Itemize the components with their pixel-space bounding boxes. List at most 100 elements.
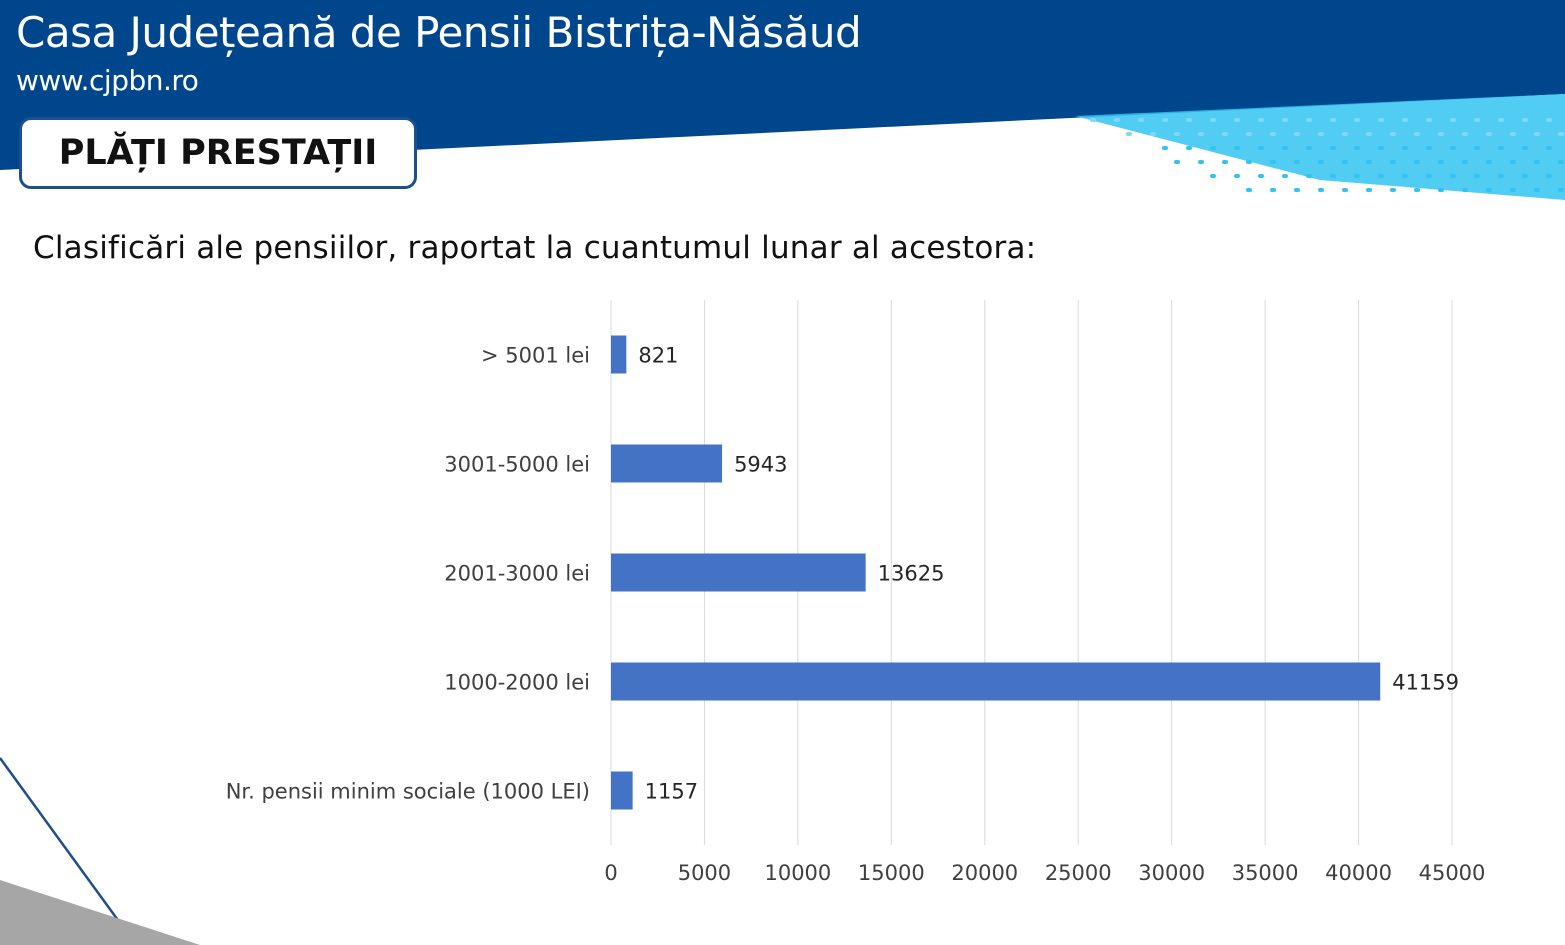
decorative-dot [1246, 188, 1252, 192]
decorative-dot [1474, 146, 1480, 150]
bar [611, 553, 866, 592]
decorative-dot [1258, 146, 1264, 150]
decorative-dot [1522, 174, 1528, 178]
decorative-dot [1114, 118, 1120, 122]
x-tick-label: 10000 [764, 861, 831, 885]
website-link[interactable]: www.cjpbn.ro [16, 64, 199, 97]
bar [611, 444, 723, 483]
decorative-dot [1534, 132, 1540, 136]
decorative-dot [1546, 146, 1552, 150]
decorative-dot-pattern [1090, 118, 1564, 192]
decorative-dot [1282, 118, 1288, 122]
decorative-dot [1402, 118, 1408, 122]
decorative-dot [1138, 118, 1144, 122]
decorative-dot [1162, 118, 1168, 122]
decorative-dot [1282, 146, 1288, 150]
decorative-dot [1246, 132, 1252, 136]
decorative-dot [1558, 160, 1564, 164]
y-category-label: 1000-2000 lei [444, 671, 590, 695]
decorative-dot [1522, 118, 1528, 122]
decorative-dot [1162, 146, 1168, 150]
bar-data-label: 5943 [734, 453, 787, 477]
decorative-dot [1486, 160, 1492, 164]
decorative-dot [1318, 132, 1324, 136]
decorative-dot [1306, 174, 1312, 178]
decorative-dot [1234, 146, 1240, 150]
decorative-dot [1474, 118, 1480, 122]
chart-labels: 0 5000 10000 15000 20000 25000 30000 35000 40000… [226, 344, 1486, 886]
x-tick-label: 45000 [1419, 861, 1486, 885]
decorative-dot [1426, 146, 1432, 150]
decorative-dot [1450, 118, 1456, 122]
decorative-dot [1366, 188, 1372, 192]
decorative-dot [1318, 188, 1324, 192]
header-accent-cyan [1075, 94, 1565, 200]
decorative-dot [1342, 132, 1348, 136]
decorative-dot [1258, 118, 1264, 122]
bar [611, 662, 1381, 701]
decorative-dot [1414, 160, 1420, 164]
x-tick-label: 30000 [1138, 861, 1205, 885]
decorative-dot [1234, 174, 1240, 178]
decorative-dot [1306, 146, 1312, 150]
decorative-dot [1318, 160, 1324, 164]
decorative-dot [1174, 132, 1180, 136]
decorative-dot [1330, 174, 1336, 178]
y-category-label: Nr. pensii minim sociale (1000 LEI) [226, 780, 590, 804]
decorative-dot [1390, 132, 1396, 136]
x-tick-label: 20000 [951, 861, 1018, 885]
decorative-dot [1510, 160, 1516, 164]
decorative-dot [1354, 118, 1360, 122]
decorative-dot [1426, 118, 1432, 122]
decorative-dot [1198, 160, 1204, 164]
decorative-dot [1186, 146, 1192, 150]
decorative-dot [1270, 188, 1276, 192]
section-badge-label: PLĂȚI PRESTAȚII [58, 133, 378, 173]
bar-data-label: 821 [638, 344, 678, 368]
bar [611, 335, 627, 374]
decorative-dot [1294, 160, 1300, 164]
chart-gridlines [610, 300, 1453, 845]
x-tick-label: 0 [604, 861, 617, 885]
decorative-dot [1462, 160, 1468, 164]
decorative-dot [1330, 118, 1336, 122]
decorative-dot [1510, 188, 1516, 192]
y-category-label: 3001-5000 lei [444, 453, 590, 477]
section-badge: PLĂȚI PRESTAȚII [19, 117, 417, 189]
decorative-dot [1450, 174, 1456, 178]
decorative-dot [1414, 132, 1420, 136]
slide-subtitle: Clasificări ale pensiilor, raportat la c… [33, 230, 1037, 266]
decorative-dot [1558, 132, 1564, 136]
decorative-dot [1486, 188, 1492, 192]
x-tick-label: 15000 [858, 861, 925, 885]
decorative-dot [1222, 160, 1228, 164]
decorative-dot [1438, 132, 1444, 136]
decorative-dot [1450, 146, 1456, 150]
bar-data-label: 41159 [1392, 671, 1459, 695]
bar [611, 771, 633, 810]
decorative-dot [1366, 160, 1372, 164]
bar-data-label: 13625 [878, 562, 945, 586]
decorative-dot [1522, 146, 1528, 150]
decorative-dot [1186, 118, 1192, 122]
decorative-dot [1354, 146, 1360, 150]
x-tick-label: 5000 [678, 861, 731, 885]
decorative-dot [1546, 118, 1552, 122]
decorative-dot [1546, 174, 1552, 178]
decorative-dot [1330, 146, 1336, 150]
decorative-dot [1342, 188, 1348, 192]
decorative-dot [1558, 188, 1564, 192]
decorative-dot [1438, 188, 1444, 192]
decorative-dot [1222, 132, 1228, 136]
decorative-dot [1366, 132, 1372, 136]
decorative-dot [1354, 174, 1360, 178]
decorative-dot [1534, 188, 1540, 192]
decorative-dot [1090, 118, 1096, 122]
decorative-dot [1486, 132, 1492, 136]
decorative-dot [1498, 146, 1504, 150]
decorative-dot [1126, 132, 1132, 136]
decorative-dot [1510, 132, 1516, 136]
decorative-dot [1210, 118, 1216, 122]
organization-title: Casa Județeană de Pensii Bistrița-Năsăud [16, 8, 862, 57]
